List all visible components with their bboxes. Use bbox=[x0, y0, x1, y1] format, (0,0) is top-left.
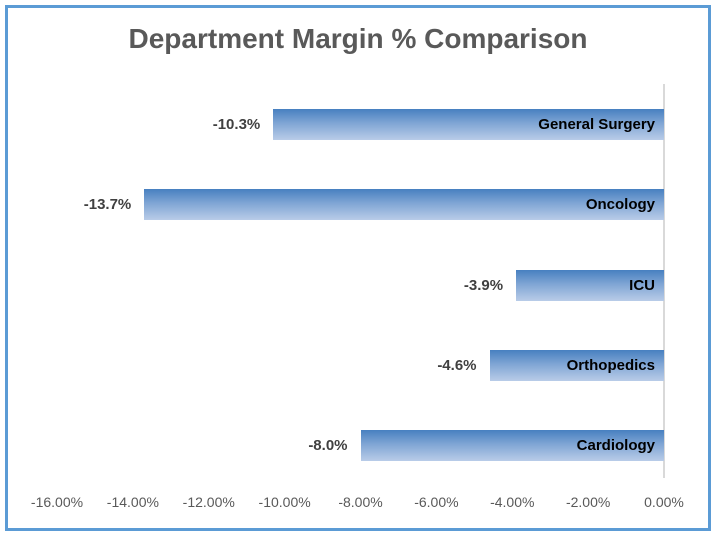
bar-value-label: -13.7% bbox=[83, 196, 132, 214]
bar-row: -3.9% ICU bbox=[463, 269, 664, 301]
bar-row: -8.0% Cardiology bbox=[308, 430, 664, 462]
bar-row: -13.7% Oncology bbox=[83, 189, 664, 221]
x-axis-tick-label: -12.00% bbox=[182, 494, 235, 510]
bar-category-label: ICU bbox=[629, 276, 655, 294]
x-axis-tick-label: -6.00% bbox=[414, 494, 459, 510]
bar: Oncology bbox=[144, 189, 664, 221]
x-axis-tick-label: -8.00% bbox=[338, 494, 383, 510]
bar: Orthopedics bbox=[489, 349, 664, 381]
chart-title: Department Margin % Comparison bbox=[128, 23, 588, 54]
x-axis-tick-label: -10.00% bbox=[258, 494, 311, 510]
zero-axis-line bbox=[663, 84, 665, 478]
x-axis-tick-label: -16.00% bbox=[30, 494, 84, 510]
x-axis-tick-label: -2.00% bbox=[565, 494, 611, 510]
bar-row: -10.3% General Surgery bbox=[213, 109, 664, 140]
bar: General Surgery bbox=[273, 109, 664, 140]
bar-value-label: -8.0% bbox=[308, 437, 348, 455]
bar-row: -4.6% Orthopedics bbox=[437, 349, 664, 381]
bar: Cardiology bbox=[360, 430, 664, 462]
bar-category-label: Oncology bbox=[585, 196, 655, 214]
bar: ICU bbox=[516, 269, 664, 301]
x-axis-tick-label: -4.00% bbox=[490, 494, 535, 510]
bar-category-label: General Surgery bbox=[538, 116, 655, 133]
bar-value-label: -4.6% bbox=[437, 356, 477, 374]
bar-category-label: Orthopedics bbox=[566, 356, 655, 374]
x-axis-tick-label: 0.00% bbox=[644, 494, 684, 510]
bar-category-label: Cardiology bbox=[576, 437, 655, 455]
x-axis-tick-label: -14.00% bbox=[106, 494, 159, 510]
bar-value-label: -10.3% bbox=[212, 116, 261, 133]
bar-value-label: -3.9% bbox=[463, 276, 504, 294]
